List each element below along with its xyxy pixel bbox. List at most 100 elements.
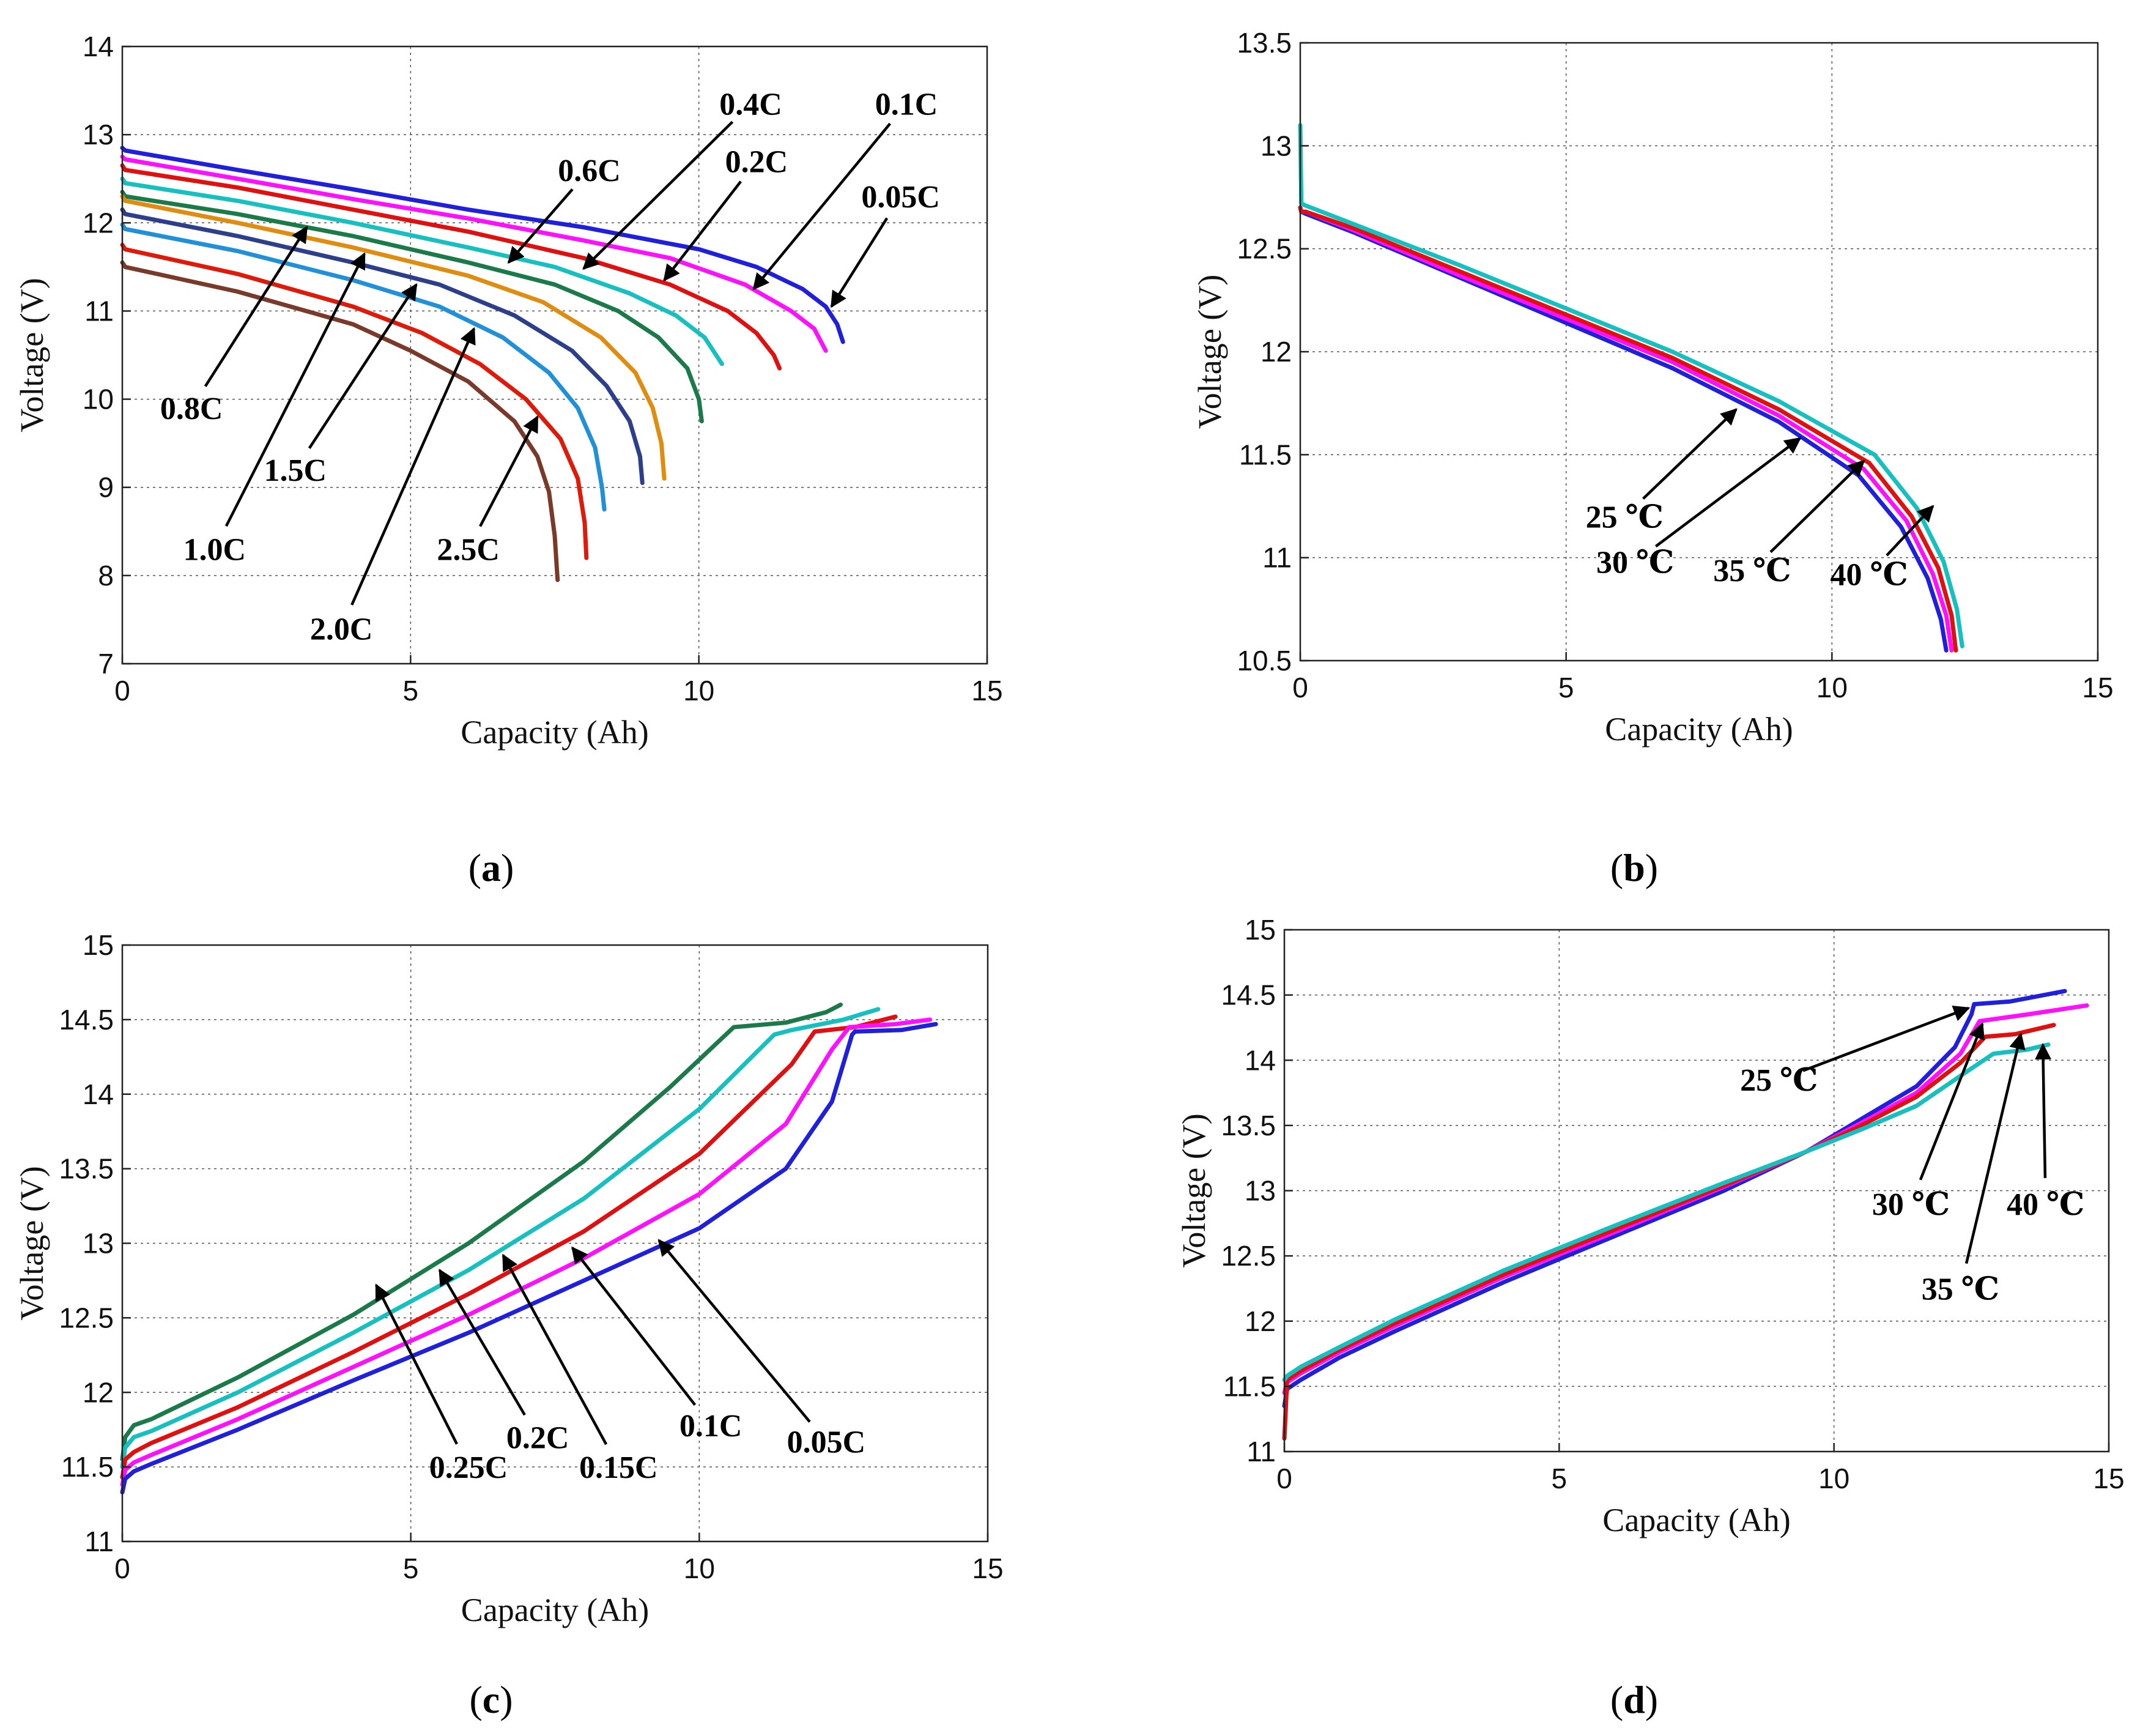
y-tick-label: 15 xyxy=(83,929,114,961)
x-tick-label: 0 xyxy=(1276,1463,1292,1494)
x-tick-label: 5 xyxy=(403,1552,419,1584)
grid xyxy=(122,46,987,664)
annotation-label: 35 ℃ xyxy=(1713,554,1791,588)
x-tick-label: 15 xyxy=(2093,1463,2124,1494)
x-axis-label: Capacity (Ah) xyxy=(1602,1502,1790,1538)
grid xyxy=(122,945,988,1541)
y-tick-label: 13 xyxy=(83,119,114,150)
annotation-label: 0.1C xyxy=(875,87,938,122)
series-line-2.5c xyxy=(120,260,560,582)
annotation-arrow xyxy=(1654,437,1802,548)
x-tick-label: 10 xyxy=(1818,1463,1849,1494)
annotation-label: 0.6C xyxy=(558,154,621,188)
y-tick-label: 12 xyxy=(83,1376,114,1408)
annotation-label: 0.05C xyxy=(861,180,940,215)
annotation-arrow xyxy=(1642,408,1738,500)
y-tick-label: 12 xyxy=(1261,336,1292,368)
x-tick-label: 10 xyxy=(683,675,714,707)
y-axis-label: Voltage (V) xyxy=(13,278,50,432)
series-line-1.5c xyxy=(120,222,607,512)
y-tick-label: 14 xyxy=(83,1078,114,1110)
y-tick-label: 13 xyxy=(1261,130,1292,161)
y-tick-label: 13.5 xyxy=(59,1153,114,1185)
annotation-label: 25 ℃ xyxy=(1586,500,1664,535)
x-tick-label: 10 xyxy=(684,1552,715,1584)
x-tick-label: 5 xyxy=(403,675,419,707)
x-tick-label: 15 xyxy=(972,1552,1003,1584)
annotation-label: 2.5C xyxy=(437,533,500,568)
grid xyxy=(1300,43,2098,661)
y-tick-label: 11.5 xyxy=(1239,439,1292,470)
series-line-0.2c xyxy=(120,1007,881,1469)
panel-caption: (b) xyxy=(1610,846,1658,889)
series-line-40 xyxy=(1282,1042,2051,1382)
annotation-arrow xyxy=(1886,505,1934,557)
y-tick-label: 12.5 xyxy=(1221,1240,1276,1272)
panel-c: 0 5 10 15 11 11.5 12 12.5 13 13.5 14 14.5 15 Capacity… xyxy=(13,929,1004,1721)
annotation-arrow xyxy=(1769,459,1865,554)
series-line-0.4c xyxy=(120,176,724,366)
annotation-arrow xyxy=(1919,1022,1985,1181)
series-line-1.0c xyxy=(120,207,645,485)
annotation-arrow xyxy=(308,283,418,449)
annotation-arrow xyxy=(1964,1032,2026,1264)
annotation-label: 30 ℃ xyxy=(1596,545,1674,580)
annotation-arrow xyxy=(224,252,366,527)
y-tick-label: 12.5 xyxy=(1237,233,1292,265)
series-line-0.1c xyxy=(120,154,828,353)
annotation-arrow xyxy=(438,1269,526,1416)
annotation-arrow xyxy=(507,188,574,264)
annotation-label: 40 ℃ xyxy=(1831,558,1908,593)
y-tick-label: 13 xyxy=(83,1228,114,1259)
x-axis-label: Capacity (Ah) xyxy=(461,714,648,751)
series-line-0.8c xyxy=(120,194,667,481)
y-tick-label: 9 xyxy=(98,472,114,503)
y-tick-label: 13 xyxy=(1245,1175,1276,1207)
y-tick-label: 14 xyxy=(83,31,114,62)
y-tick-label: 10 xyxy=(83,384,114,415)
y-tick-label: 11.5 xyxy=(61,1451,114,1483)
annotation-label: 0.15C xyxy=(579,1450,658,1485)
annotation-arrow xyxy=(479,415,539,527)
annotation-arrow xyxy=(657,1239,811,1423)
y-tick-label: 14.5 xyxy=(1221,979,1276,1011)
y-tick-label: 15 xyxy=(1245,914,1276,946)
series-line-40 xyxy=(1298,123,1964,648)
series-line-0.1c xyxy=(120,1017,933,1487)
panel-caption: (c) xyxy=(469,1678,513,1721)
series-line-0.05c xyxy=(120,1022,938,1495)
annotation-label: 1.0C xyxy=(183,533,246,568)
x-tick-label: 0 xyxy=(114,675,130,707)
y-tick-label: 12.5 xyxy=(59,1302,114,1334)
annotation-arrow xyxy=(375,1283,458,1445)
y-tick-label: 11.5 xyxy=(1223,1370,1276,1402)
panel-caption: (d) xyxy=(1610,1678,1658,1721)
annotation-label: 0.05C xyxy=(787,1425,866,1460)
x-tick-label: 0 xyxy=(1292,672,1308,703)
y-tick-label: 12 xyxy=(83,207,114,239)
annotation-label: 30 ℃ xyxy=(1872,1187,1950,1222)
y-tick-label: 13.5 xyxy=(1237,27,1292,59)
x-tick-label: 5 xyxy=(1552,1463,1568,1494)
series-line-0.15c xyxy=(120,1014,898,1480)
x-tick-label: 5 xyxy=(1558,672,1574,703)
y-tick-label: 11 xyxy=(84,295,114,327)
panel-b: 0 5 10 15 10.5 11 11.5 12 12.5 13 13.5 Capacity (Ah… xyxy=(1191,27,2114,889)
series-line-0.6c xyxy=(120,190,704,424)
annotation-label: 2.0C xyxy=(310,612,373,647)
y-axis-label: Voltage (V) xyxy=(1191,275,1228,429)
annotation-label: 0.2C xyxy=(506,1420,569,1455)
x-axis-label: Capacity (Ah) xyxy=(461,1592,649,1628)
x-tick-label: 15 xyxy=(971,675,1002,707)
y-tick-label: 13.5 xyxy=(1221,1110,1276,1141)
y-tick-label: 14.5 xyxy=(59,1004,114,1036)
x-tick-label: 15 xyxy=(2082,672,2113,703)
annotation-arrow xyxy=(830,217,889,308)
annotation-arrow xyxy=(1802,1005,1971,1072)
plot-frame xyxy=(121,45,988,665)
annotation-label: 40 ℃ xyxy=(2007,1187,2084,1222)
annotation-arrow xyxy=(752,122,892,291)
grid xyxy=(1284,930,2109,1452)
x-axis-label: Capacity (Ah) xyxy=(1605,711,1793,747)
